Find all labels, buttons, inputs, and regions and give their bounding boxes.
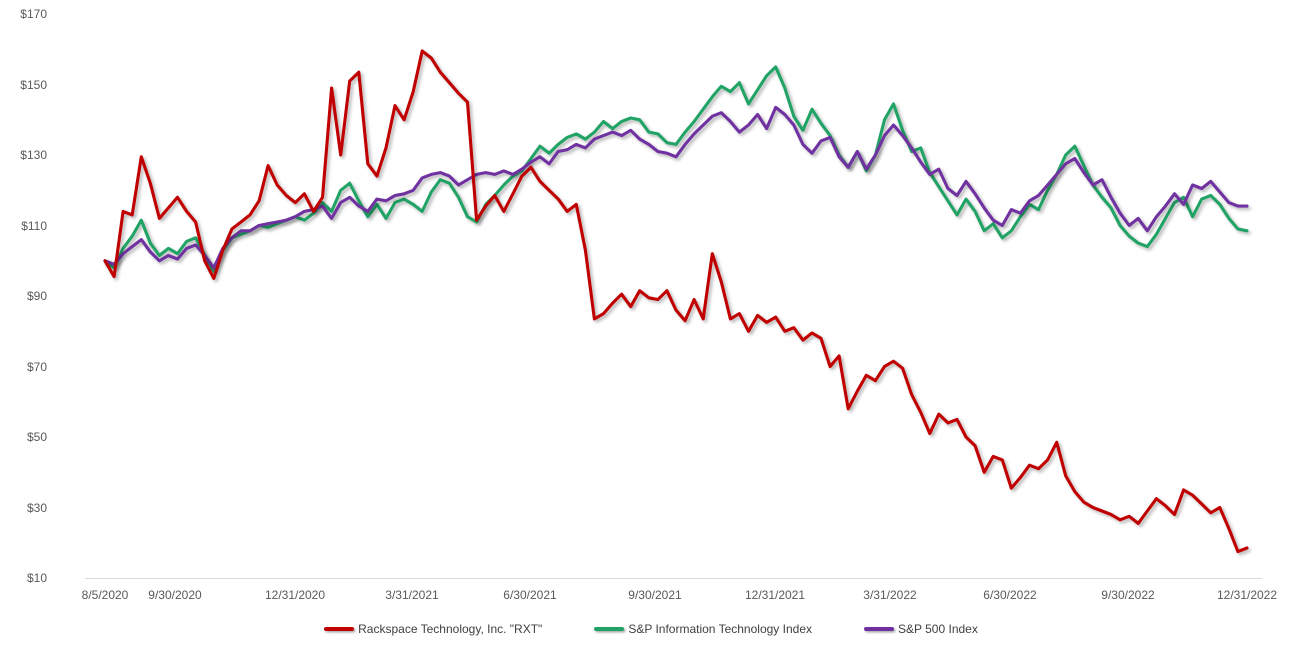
y-tick-label: $110 [21, 218, 47, 233]
x-tick-label: 12/31/2022 [1216, 588, 1278, 602]
series-line-2 [103, 49, 1249, 554]
series-line-0 [103, 65, 1249, 273]
x-tick-label: 3/31/2021 [385, 588, 439, 602]
y-tick-label: $90 [26, 289, 47, 303]
x-tick-label: 12/31/2020 [264, 588, 326, 602]
y-tick-label: $150 [20, 77, 47, 92]
x-tick-label: 12/31/2021 [744, 588, 806, 602]
x-axis-line [85, 578, 1262, 579]
y-tick-label: $10 [26, 571, 47, 585]
series-line-1 [103, 105, 1249, 270]
x-tick-label: 3/31/2022 [863, 588, 917, 602]
y-tick-label: $30 [26, 500, 47, 515]
x-tick-label: 8/5/2020 [81, 588, 129, 602]
legend-line-swatch [594, 627, 625, 631]
legend-label: S&P 500 Index [898, 622, 978, 636]
legend: Rackspace Technology, Inc. "RXT" S&P Info… [0, 622, 1302, 636]
legend-item: S&P Information Technology Index [594, 622, 812, 636]
x-tick-label: 6/30/2022 [983, 588, 1037, 602]
y-tick-label: $70 [26, 359, 47, 374]
y-tick-label: $170 [20, 7, 47, 21]
legend-label: S&P Information Technology Index [628, 622, 812, 636]
legend-label: Rackspace Technology, Inc. "RXT" [358, 622, 543, 636]
x-tick-label: 9/30/2020 [148, 588, 202, 602]
legend-item: S&P 500 Index [864, 622, 978, 636]
x-tick-label: 9/30/2021 [628, 588, 682, 602]
legend-item: Rackspace Technology, Inc. "RXT" [324, 622, 542, 636]
y-tick-label: $50 [26, 430, 47, 444]
series-lines [103, 49, 1249, 554]
x-tick-label: 9/30/2022 [1101, 588, 1155, 602]
legend-line-swatch [324, 627, 355, 631]
y-tick-label: $130 [20, 148, 47, 162]
legend-line-swatch [864, 627, 894, 631]
x-tick-label: 6/30/2021 [503, 588, 557, 602]
